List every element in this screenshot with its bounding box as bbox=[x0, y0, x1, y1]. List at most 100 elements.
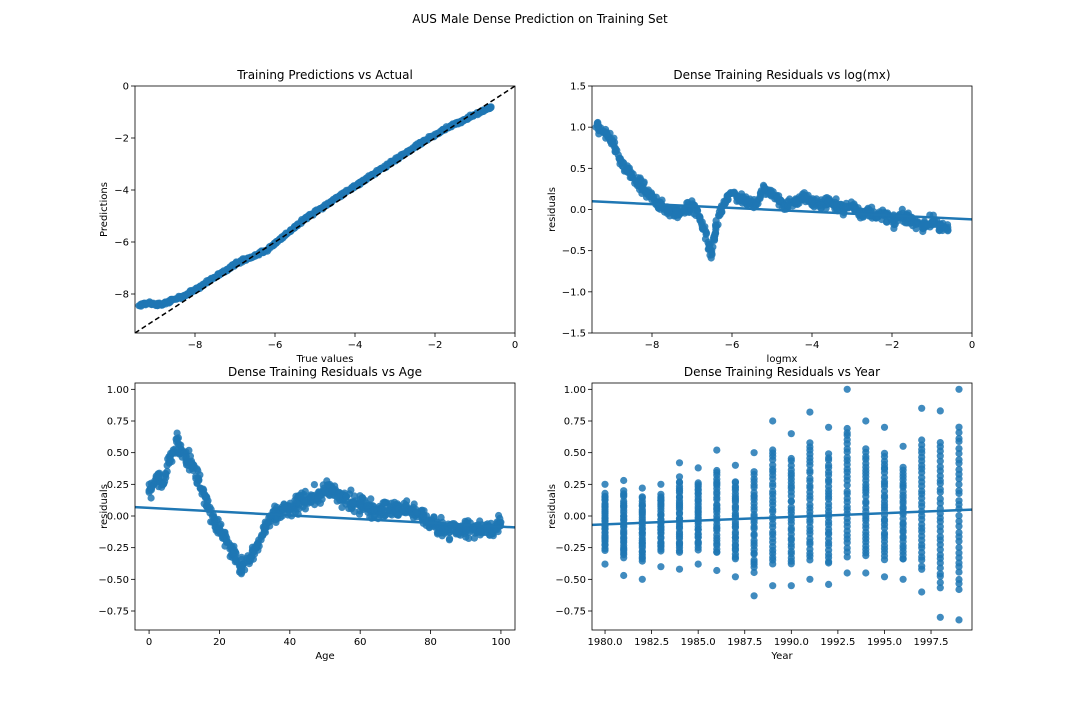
data-point bbox=[843, 569, 851, 577]
data-point bbox=[843, 385, 851, 393]
data-point bbox=[415, 140, 423, 149]
data-point bbox=[370, 506, 378, 514]
data-point bbox=[806, 439, 814, 447]
y-tick-label: 0.0 bbox=[570, 205, 586, 216]
data-point bbox=[880, 423, 889, 431]
data-point bbox=[750, 530, 758, 538]
y-tick-label: 0.50 bbox=[564, 448, 586, 459]
data-point bbox=[351, 182, 359, 190]
x-tick-label: 60 bbox=[354, 637, 367, 648]
data-point bbox=[167, 296, 175, 305]
subplot-title: Dense Training Residuals vs log(mx) bbox=[673, 68, 890, 82]
data-point bbox=[825, 423, 833, 431]
data-point bbox=[825, 461, 833, 469]
data-point bbox=[657, 480, 665, 488]
data-point bbox=[407, 146, 415, 154]
y-tick-label: 0 bbox=[123, 82, 129, 93]
data-point bbox=[175, 294, 183, 302]
data-point bbox=[711, 230, 719, 238]
data-point bbox=[469, 525, 477, 533]
data-point bbox=[936, 222, 944, 230]
x-tick-label: 80 bbox=[424, 637, 437, 648]
x-tick-label: −2 bbox=[885, 340, 900, 351]
data-point bbox=[377, 506, 385, 514]
data-point bbox=[375, 166, 383, 175]
data-point bbox=[197, 484, 205, 492]
data-point bbox=[215, 525, 223, 533]
data-point bbox=[301, 505, 309, 513]
data-point bbox=[786, 195, 794, 203]
data-point bbox=[147, 494, 155, 502]
data-point bbox=[832, 201, 840, 209]
data-point bbox=[713, 446, 721, 454]
data-point bbox=[816, 201, 824, 209]
data-point bbox=[769, 582, 777, 590]
y-tick-label: 0.5 bbox=[570, 164, 586, 175]
data-point bbox=[263, 246, 271, 254]
data-point bbox=[328, 487, 336, 495]
data-point bbox=[769, 417, 777, 425]
y-tick-label: −2 bbox=[114, 134, 129, 145]
data-point bbox=[955, 528, 963, 537]
data-point bbox=[244, 556, 252, 564]
data-point bbox=[293, 499, 301, 507]
data-point bbox=[784, 201, 792, 209]
data-point bbox=[955, 549, 963, 557]
x-axis-label: True values bbox=[296, 354, 354, 365]
data-point bbox=[620, 487, 628, 495]
data-point bbox=[316, 499, 324, 507]
data-point bbox=[806, 474, 814, 482]
data-point bbox=[638, 484, 646, 492]
data-point bbox=[640, 185, 648, 193]
y-tick-label: −1.5 bbox=[562, 329, 586, 340]
data-point bbox=[367, 495, 375, 503]
data-point bbox=[201, 493, 209, 501]
data-point bbox=[601, 480, 609, 488]
data-point bbox=[912, 218, 920, 226]
data-point bbox=[251, 550, 259, 558]
data-point bbox=[955, 568, 963, 576]
data-point bbox=[471, 111, 479, 119]
data-point bbox=[295, 220, 303, 228]
x-tick-label: 40 bbox=[283, 637, 296, 648]
data-point bbox=[324, 481, 332, 489]
y-tick-label: 0.25 bbox=[107, 480, 129, 491]
data-point bbox=[880, 573, 889, 581]
data-point bbox=[918, 436, 926, 444]
subplot-2: −8 −6 −4 −2 0 1.5 1.0 0.5 0.0 −0.5 −1.0 −1.5 Dense T… bbox=[547, 68, 975, 365]
data-point bbox=[936, 551, 944, 559]
reference-line bbox=[135, 86, 515, 333]
data-point bbox=[808, 197, 816, 205]
y-tick-label: 0.75 bbox=[107, 417, 129, 428]
data-point bbox=[918, 404, 926, 412]
data-point bbox=[936, 578, 944, 587]
data-point bbox=[399, 151, 407, 159]
y-tick-label: 0.25 bbox=[564, 480, 586, 491]
data-point bbox=[640, 178, 648, 186]
data-point bbox=[731, 478, 740, 486]
data-point bbox=[183, 290, 191, 298]
data-point bbox=[848, 201, 856, 209]
data-point bbox=[152, 474, 160, 482]
data-point bbox=[918, 562, 926, 570]
data-point bbox=[955, 480, 963, 488]
data-point bbox=[750, 592, 758, 600]
x-tick-label: −4 bbox=[348, 340, 363, 351]
data-point bbox=[363, 502, 371, 510]
data-point bbox=[349, 499, 357, 507]
data-point bbox=[736, 193, 744, 201]
data-point bbox=[713, 466, 721, 475]
subplot-1: −8 −6 −4 −2 0 0 −2 −4 −6 −8 Training Predictions v… bbox=[99, 68, 518, 365]
data-point bbox=[694, 464, 702, 472]
data-point bbox=[750, 488, 758, 497]
regression-line bbox=[592, 508, 972, 527]
data-point bbox=[806, 535, 814, 543]
data-point bbox=[936, 485, 944, 493]
data-point bbox=[955, 385, 963, 393]
data-point bbox=[319, 203, 327, 211]
data-point bbox=[731, 573, 740, 581]
data-point bbox=[806, 467, 814, 475]
data-point bbox=[697, 220, 706, 228]
data-point bbox=[936, 463, 944, 471]
data-point bbox=[936, 439, 944, 447]
